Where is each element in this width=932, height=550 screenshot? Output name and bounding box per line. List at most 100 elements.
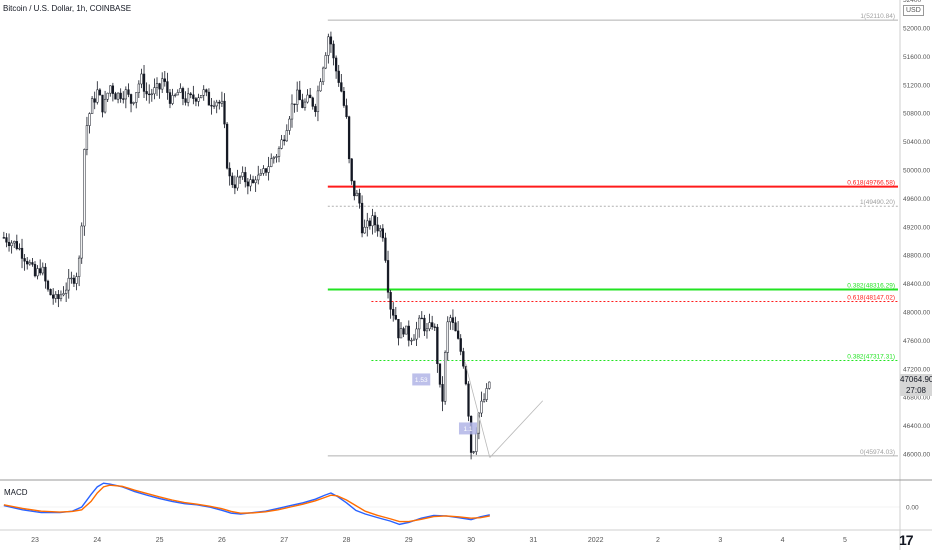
candle-body bbox=[394, 315, 397, 320]
candle-body bbox=[329, 36, 333, 45]
candle-body bbox=[132, 102, 135, 104]
candle-body bbox=[23, 258, 26, 262]
candle-body bbox=[85, 125, 89, 150]
ratio-badge bbox=[458, 422, 477, 435]
tradingview-logo[interactable]: 17 bbox=[899, 532, 914, 548]
candle-body bbox=[148, 93, 151, 96]
projection-lines[interactable] bbox=[464, 361, 544, 458]
candle-body bbox=[176, 92, 179, 96]
fib-drawings[interactable]: 1(52110.84) 1(49490.20) 0(45974.03) 0.618(4… bbox=[327, 13, 898, 457]
price-tick-label: 47200.00 bbox=[903, 366, 930, 373]
candle-body bbox=[488, 381, 491, 389]
candle-body bbox=[2, 237, 5, 239]
price-tick-label: 48800.00 bbox=[903, 253, 930, 260]
macd-pane[interactable] bbox=[0, 482, 900, 526]
candle-body bbox=[311, 97, 314, 107]
candle-body bbox=[26, 260, 29, 265]
time-tick-label: 26 bbox=[218, 537, 226, 544]
candle-body bbox=[249, 179, 252, 187]
candle-body bbox=[57, 294, 60, 299]
price-tick-label: 51200.00 bbox=[903, 82, 930, 89]
candle-body bbox=[275, 156, 278, 158]
candle-body bbox=[179, 88, 182, 93]
fib-level-label: 0(45974.03) bbox=[860, 449, 895, 456]
price-tick-label: 46000.00 bbox=[903, 452, 930, 459]
candle-body bbox=[254, 179, 257, 184]
candle-body bbox=[454, 322, 457, 332]
time-tick-label: 2022 bbox=[588, 537, 604, 544]
candle-body bbox=[90, 98, 94, 114]
candle-body bbox=[101, 94, 104, 113]
candle-body bbox=[270, 158, 273, 167]
candle-body bbox=[184, 98, 187, 103]
macd-line[interactable] bbox=[3, 482, 490, 526]
price-tick-label: 48000.00 bbox=[903, 310, 930, 317]
projection-line[interactable] bbox=[464, 361, 491, 458]
time-tick-label: 3 bbox=[718, 537, 722, 544]
price-tick-label: 46800.00 bbox=[903, 395, 930, 402]
candle-body bbox=[405, 325, 408, 335]
candle-body bbox=[327, 36, 330, 56]
candle-body bbox=[44, 266, 47, 282]
candle-body bbox=[238, 176, 242, 178]
candle-body bbox=[264, 168, 268, 173]
candle-body bbox=[402, 328, 405, 335]
candle-body bbox=[319, 81, 322, 92]
time-tick-label: 23 bbox=[31, 537, 39, 544]
candle-body bbox=[412, 338, 416, 341]
candle-body bbox=[155, 83, 159, 88]
candle-body bbox=[233, 184, 237, 189]
candle-body bbox=[215, 101, 218, 107]
candle-body bbox=[163, 78, 166, 82]
candle-body bbox=[161, 78, 164, 90]
candle-body bbox=[80, 225, 83, 259]
time-tick-label: 4 bbox=[781, 537, 785, 544]
price-tick-label: 52400 bbox=[903, 0, 921, 4]
signal-line[interactable] bbox=[3, 484, 490, 523]
projection-line[interactable] bbox=[489, 400, 544, 458]
candle-body bbox=[181, 88, 185, 99]
fib-level-label: 1(52110.84) bbox=[860, 13, 895, 20]
bar-badges: 1.53 1.1 bbox=[412, 373, 477, 435]
macd-indicator-label[interactable]: MACD bbox=[4, 488, 28, 497]
candle-body bbox=[93, 98, 96, 103]
candle-body bbox=[28, 262, 31, 265]
macd-tick-label: 0.00 bbox=[906, 505, 919, 512]
candle-body bbox=[438, 363, 442, 385]
candle-body bbox=[293, 103, 296, 105]
candle-body bbox=[366, 220, 369, 228]
time-tick-label: 29 bbox=[405, 537, 413, 544]
candle-body bbox=[485, 388, 488, 400]
candle-body bbox=[106, 92, 109, 100]
candle-body bbox=[350, 158, 353, 182]
candle-body bbox=[212, 105, 216, 107]
candle-body bbox=[340, 82, 343, 92]
candle-body bbox=[296, 89, 299, 105]
candle-body bbox=[316, 90, 320, 113]
candle-body bbox=[283, 139, 286, 142]
candle-body bbox=[443, 352, 447, 402]
candle-body bbox=[449, 317, 452, 323]
candle-body bbox=[52, 294, 55, 299]
candle-body bbox=[332, 43, 335, 59]
candle-body bbox=[246, 181, 250, 187]
price-tick-label: 51600.00 bbox=[903, 54, 930, 61]
price-tick-label: 49600.00 bbox=[903, 196, 930, 203]
candle-body bbox=[114, 93, 117, 100]
fib-level-label: 0.618(48147.02) bbox=[847, 295, 895, 302]
candle-body bbox=[116, 92, 120, 100]
candle-body bbox=[288, 118, 291, 131]
candle-body bbox=[436, 326, 439, 364]
candle-body bbox=[5, 237, 8, 243]
candles[interactable] bbox=[2, 31, 491, 460]
candle-body bbox=[277, 148, 281, 157]
candle-body bbox=[171, 95, 174, 104]
currency-label[interactable]: USD bbox=[903, 5, 924, 16]
candle-body bbox=[376, 224, 379, 232]
price-tick-label: 50000.00 bbox=[903, 168, 930, 175]
candle-body bbox=[20, 247, 24, 259]
candle-body bbox=[36, 268, 39, 277]
